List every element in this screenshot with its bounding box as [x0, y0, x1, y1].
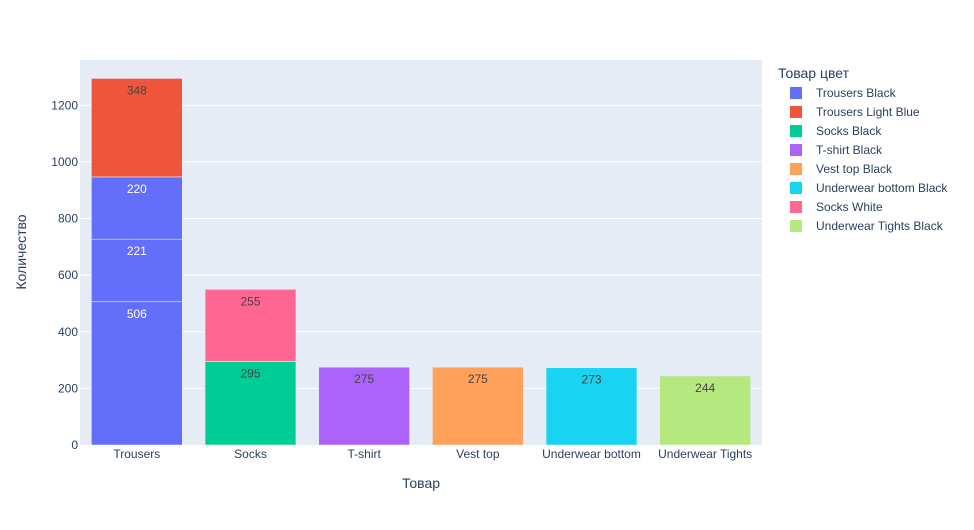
legend-swatch	[790, 125, 802, 137]
legend-swatch	[790, 182, 802, 194]
bar-segment	[204, 289, 297, 362]
legend-title: Товар цвет	[778, 65, 850, 81]
legend-item: Underwear bottom Black	[790, 181, 948, 195]
legend-swatch	[790, 144, 802, 156]
bar-segment	[91, 78, 183, 178]
gridlines	[80, 104, 762, 389]
y-axis-title: Количество	[13, 214, 29, 289]
bar-value-label: 295	[240, 366, 260, 380]
legend-swatch	[790, 163, 802, 175]
legend-item: Vest top Black	[790, 162, 893, 176]
bar-segment	[545, 367, 638, 446]
legend-item: Trousers Black	[790, 86, 897, 100]
legend-item: T-shirt Black	[790, 143, 883, 157]
bar-value-label: 348	[127, 83, 147, 97]
bars	[91, 78, 751, 446]
y-tick-label: 0	[71, 438, 78, 452]
legend-label: Socks Black	[816, 124, 882, 138]
y-tick-label: 400	[58, 325, 78, 339]
x-tick-label: Trousers	[113, 447, 160, 461]
legend-swatch	[790, 87, 802, 99]
legend-item: Trousers Light Blue	[790, 105, 920, 119]
x-tick-label: Vest top	[456, 447, 500, 461]
x-tick-label: Underwear Tights	[658, 447, 752, 461]
legend-label: Trousers Black	[816, 86, 897, 100]
y-tick-label: 1000	[51, 155, 78, 169]
legend-label: Underwear bottom Black	[816, 181, 948, 195]
x-axis-title: Товар	[402, 475, 440, 491]
legend-item: Socks White	[790, 200, 883, 214]
x-axis-ticks: Trousers Socks T-shirt Vest top Underwear bo…	[113, 447, 752, 461]
y-tick-label: 800	[58, 212, 78, 226]
legend-swatch	[790, 220, 802, 232]
y-tick-label: 200	[58, 381, 78, 395]
bar-value-label: 273	[581, 373, 601, 387]
bar-value-label: 221	[127, 244, 147, 258]
legend-label: Socks White	[816, 200, 883, 214]
legend-label: Underwear Tights Black	[816, 219, 944, 233]
x-tick-label: T-shirt	[347, 447, 381, 461]
y-tick-label: 1200	[51, 98, 78, 112]
y-axis-ticks: 0 200 400 600 800 1000 1200	[51, 98, 78, 452]
legend-label: Vest top Black	[816, 162, 893, 176]
legend-swatch	[790, 106, 802, 118]
legend-item: Underwear Tights Black	[790, 219, 944, 233]
bar-segment	[432, 366, 524, 446]
legend-label: Trousers Light Blue	[816, 105, 920, 119]
plot-area	[80, 60, 762, 445]
bar-segment	[204, 361, 297, 446]
bar-value-label: 275	[354, 372, 374, 386]
bar-segment	[91, 176, 183, 240]
legend: Товар цвет Trousers Black Trousers Light …	[778, 65, 948, 233]
legend-swatch	[790, 201, 802, 213]
x-tick-label: Socks	[234, 447, 267, 461]
x-tick-label: Underwear bottom	[542, 447, 641, 461]
bar-segment	[91, 238, 183, 303]
bar-value-label: 220	[127, 182, 147, 196]
bar-value-label: 506	[127, 307, 147, 321]
bar-segment	[659, 375, 751, 446]
bar-value-labels: 506 221 220 348 295 255 275 275 273 244	[127, 83, 716, 395]
y-tick-label: 600	[58, 268, 78, 282]
bar-value-label: 275	[468, 372, 488, 386]
legend-label: T-shirt Black	[816, 143, 883, 157]
bar-value-label: 255	[240, 294, 260, 308]
legend-items: Trousers Black Trousers Light Blue Socks B…	[790, 86, 948, 233]
bar-segment	[91, 301, 183, 446]
bar-value-label: 244	[695, 381, 715, 395]
bar-segment	[318, 366, 410, 446]
legend-item: Socks Black	[790, 124, 882, 138]
